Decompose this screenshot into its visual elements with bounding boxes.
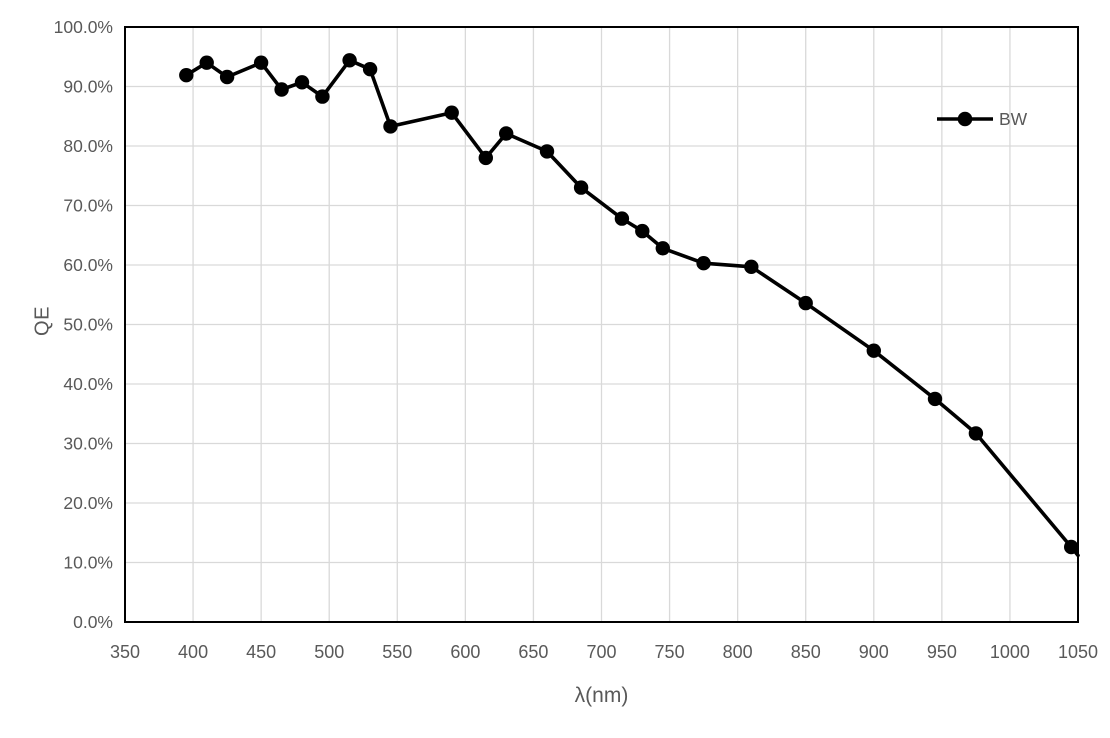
x-tick-label: 1000 <box>990 642 1030 662</box>
data-point-marker <box>655 241 670 256</box>
data-point-marker <box>866 343 881 358</box>
data-point-marker <box>315 89 330 104</box>
data-point-marker <box>274 82 289 97</box>
x-tick-label: 400 <box>178 642 208 662</box>
y-tick-label: 0.0% <box>73 612 113 632</box>
y-tick-label: 20.0% <box>63 493 113 513</box>
y-tick-label: 30.0% <box>63 434 113 454</box>
legend-label-bw: BW <box>999 108 1028 129</box>
data-point-marker <box>342 53 357 68</box>
x-tick-label: 450 <box>246 642 276 662</box>
x-tick-label: 600 <box>450 642 480 662</box>
data-point-marker <box>696 256 711 271</box>
data-point-marker <box>573 180 589 195</box>
series-line-bw <box>184 58 1080 558</box>
y-tick-label: 50.0% <box>63 315 113 335</box>
data-point-marker <box>1064 539 1079 555</box>
x-tick-label: 500 <box>314 642 344 662</box>
data-point-marker <box>744 259 759 274</box>
x-tick-label: 700 <box>586 642 616 662</box>
x-tick-label: 550 <box>382 642 412 662</box>
x-tick-label: 350 <box>110 642 140 662</box>
data-point-marker <box>444 105 459 120</box>
legend-marker-icon <box>937 111 993 127</box>
data-point-marker <box>362 61 378 77</box>
y-axis-title: QE <box>31 306 54 336</box>
data-point-marker <box>499 126 514 141</box>
y-tick-label: 80.0% <box>63 136 113 156</box>
data-point-marker <box>798 295 813 311</box>
y-tick-label: 40.0% <box>63 374 113 394</box>
y-tick-label: 60.0% <box>63 255 113 275</box>
y-tick-label: 100.0% <box>54 17 113 37</box>
x-tick-label: 1050 <box>1058 642 1098 662</box>
legend: BW <box>936 108 1027 130</box>
x-tick-label: 900 <box>859 642 889 662</box>
data-point-marker <box>539 144 555 159</box>
data-point-marker <box>614 211 630 226</box>
data-point-marker <box>199 55 214 70</box>
x-tick-label: 800 <box>723 642 753 662</box>
data-point-marker <box>383 119 398 134</box>
data-point-marker <box>294 75 310 90</box>
data-point-marker <box>179 68 194 83</box>
data-point-marker <box>478 150 493 166</box>
data-point-marker <box>219 69 235 85</box>
data-point-marker <box>635 223 650 239</box>
plot-border <box>124 26 1079 623</box>
x-tick-label: 750 <box>655 642 685 662</box>
y-tick-label: 70.0% <box>63 196 113 216</box>
data-point-marker <box>968 426 984 441</box>
data-point-marker <box>927 391 943 407</box>
data-point-marker <box>253 55 269 70</box>
y-tick-label: 90.0% <box>63 77 113 97</box>
x-axis-title: λ(nm) <box>574 684 629 707</box>
y-tick-label: 10.0% <box>63 553 113 573</box>
x-tick-label: 650 <box>518 642 548 662</box>
x-tick-label: 850 <box>791 642 821 662</box>
x-tick-label: 950 <box>927 642 957 662</box>
